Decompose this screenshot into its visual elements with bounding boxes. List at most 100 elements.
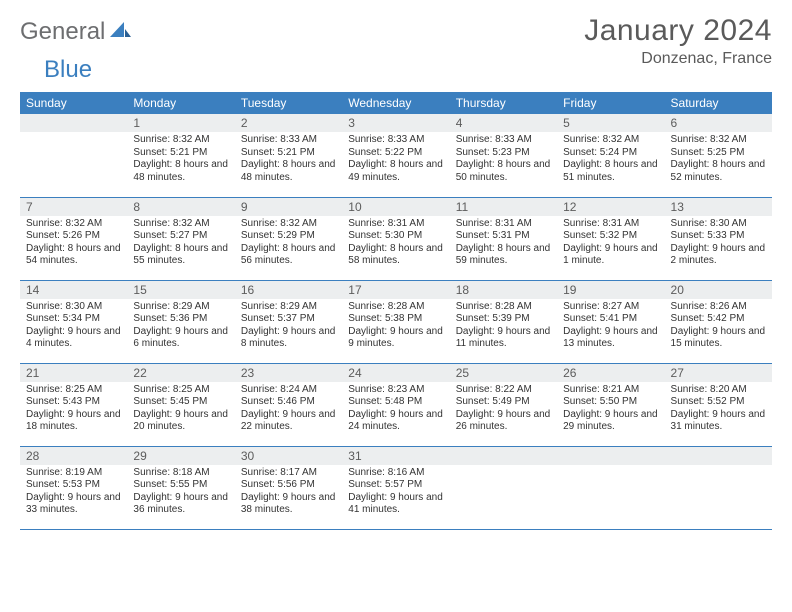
month-title: January 2024 xyxy=(584,14,772,48)
weekday-header: Sunday xyxy=(20,92,127,114)
calendar-day-cell: 5Sunrise: 8:32 AMSunset: 5:24 PMDaylight… xyxy=(557,114,664,197)
calendar-week-row: 14Sunrise: 8:30 AMSunset: 5:34 PMDayligh… xyxy=(20,280,772,363)
day-details: Sunrise: 8:26 AMSunset: 5:42 PMDaylight:… xyxy=(665,299,772,355)
day-details: Sunrise: 8:29 AMSunset: 5:37 PMDaylight:… xyxy=(235,299,342,355)
calendar-day-cell: 1Sunrise: 8:32 AMSunset: 5:21 PMDaylight… xyxy=(127,114,234,197)
day-number: 10 xyxy=(342,198,449,216)
logo-word-general: General xyxy=(20,18,105,46)
calendar-day-cell: 30Sunrise: 8:17 AMSunset: 5:56 PMDayligh… xyxy=(235,446,342,529)
day-details: Sunrise: 8:19 AMSunset: 5:53 PMDaylight:… xyxy=(20,465,127,521)
day-number: 13 xyxy=(665,198,772,216)
calendar-week-row: 28Sunrise: 8:19 AMSunset: 5:53 PMDayligh… xyxy=(20,446,772,529)
calendar-body: 1Sunrise: 8:32 AMSunset: 5:21 PMDaylight… xyxy=(20,114,772,529)
day-details: Sunrise: 8:17 AMSunset: 5:56 PMDaylight:… xyxy=(235,465,342,521)
day-number xyxy=(450,447,557,465)
calendar-day-cell: 24Sunrise: 8:23 AMSunset: 5:48 PMDayligh… xyxy=(342,363,449,446)
logo-sail-icon xyxy=(110,20,132,43)
calendar-day-cell: 14Sunrise: 8:30 AMSunset: 5:34 PMDayligh… xyxy=(20,280,127,363)
day-details: Sunrise: 8:27 AMSunset: 5:41 PMDaylight:… xyxy=(557,299,664,355)
calendar-week-row: 7Sunrise: 8:32 AMSunset: 5:26 PMDaylight… xyxy=(20,197,772,280)
day-number: 8 xyxy=(127,198,234,216)
calendar-head: SundayMondayTuesdayWednesdayThursdayFrid… xyxy=(20,92,772,114)
calendar-day-cell xyxy=(665,446,772,529)
day-details: Sunrise: 8:33 AMSunset: 5:22 PMDaylight:… xyxy=(342,132,449,188)
weekday-header: Thursday xyxy=(450,92,557,114)
logo-word-blue: Blue xyxy=(44,56,92,83)
calendar-week-row: 21Sunrise: 8:25 AMSunset: 5:43 PMDayligh… xyxy=(20,363,772,446)
calendar-day-cell: 18Sunrise: 8:28 AMSunset: 5:39 PMDayligh… xyxy=(450,280,557,363)
weekday-header: Saturday xyxy=(665,92,772,114)
calendar-day-cell: 27Sunrise: 8:20 AMSunset: 5:52 PMDayligh… xyxy=(665,363,772,446)
day-number: 9 xyxy=(235,198,342,216)
day-details: Sunrise: 8:29 AMSunset: 5:36 PMDaylight:… xyxy=(127,299,234,355)
day-number: 4 xyxy=(450,114,557,132)
calendar-day-cell: 10Sunrise: 8:31 AMSunset: 5:30 PMDayligh… xyxy=(342,197,449,280)
weekday-row: SundayMondayTuesdayWednesdayThursdayFrid… xyxy=(20,92,772,114)
day-number: 26 xyxy=(557,364,664,382)
day-details: Sunrise: 8:33 AMSunset: 5:23 PMDaylight:… xyxy=(450,132,557,188)
title-block: January 2024 Donzenac, France xyxy=(584,14,772,68)
day-details: Sunrise: 8:18 AMSunset: 5:55 PMDaylight:… xyxy=(127,465,234,521)
calendar-day-cell: 26Sunrise: 8:21 AMSunset: 5:50 PMDayligh… xyxy=(557,363,664,446)
day-number xyxy=(20,114,127,132)
day-number: 22 xyxy=(127,364,234,382)
calendar-day-cell: 6Sunrise: 8:32 AMSunset: 5:25 PMDaylight… xyxy=(665,114,772,197)
day-details: Sunrise: 8:20 AMSunset: 5:52 PMDaylight:… xyxy=(665,382,772,438)
day-number: 17 xyxy=(342,281,449,299)
day-details: Sunrise: 8:32 AMSunset: 5:29 PMDaylight:… xyxy=(235,216,342,272)
calendar-day-cell: 25Sunrise: 8:22 AMSunset: 5:49 PMDayligh… xyxy=(450,363,557,446)
weekday-header: Wednesday xyxy=(342,92,449,114)
day-number: 19 xyxy=(557,281,664,299)
day-details: Sunrise: 8:28 AMSunset: 5:39 PMDaylight:… xyxy=(450,299,557,355)
calendar-day-cell: 15Sunrise: 8:29 AMSunset: 5:36 PMDayligh… xyxy=(127,280,234,363)
calendar-day-cell: 20Sunrise: 8:26 AMSunset: 5:42 PMDayligh… xyxy=(665,280,772,363)
day-number: 16 xyxy=(235,281,342,299)
calendar-day-cell: 22Sunrise: 8:25 AMSunset: 5:45 PMDayligh… xyxy=(127,363,234,446)
day-details: Sunrise: 8:30 AMSunset: 5:33 PMDaylight:… xyxy=(665,216,772,272)
calendar-day-cell: 12Sunrise: 8:31 AMSunset: 5:32 PMDayligh… xyxy=(557,197,664,280)
day-number: 6 xyxy=(665,114,772,132)
day-number: 3 xyxy=(342,114,449,132)
logo: General xyxy=(20,14,134,46)
day-details: Sunrise: 8:31 AMSunset: 5:32 PMDaylight:… xyxy=(557,216,664,272)
day-details: Sunrise: 8:22 AMSunset: 5:49 PMDaylight:… xyxy=(450,382,557,438)
day-number: 14 xyxy=(20,281,127,299)
day-details: Sunrise: 8:32 AMSunset: 5:21 PMDaylight:… xyxy=(127,132,234,188)
calendar-day-cell: 31Sunrise: 8:16 AMSunset: 5:57 PMDayligh… xyxy=(342,446,449,529)
calendar-day-cell xyxy=(450,446,557,529)
day-details: Sunrise: 8:25 AMSunset: 5:45 PMDaylight:… xyxy=(127,382,234,438)
day-details: Sunrise: 8:30 AMSunset: 5:34 PMDaylight:… xyxy=(20,299,127,355)
day-number: 11 xyxy=(450,198,557,216)
calendar-day-cell: 11Sunrise: 8:31 AMSunset: 5:31 PMDayligh… xyxy=(450,197,557,280)
weekday-header: Tuesday xyxy=(235,92,342,114)
calendar-week-row: 1Sunrise: 8:32 AMSunset: 5:21 PMDaylight… xyxy=(20,114,772,197)
day-details: Sunrise: 8:25 AMSunset: 5:43 PMDaylight:… xyxy=(20,382,127,438)
day-details: Sunrise: 8:28 AMSunset: 5:38 PMDaylight:… xyxy=(342,299,449,355)
day-number: 31 xyxy=(342,447,449,465)
calendar-day-cell: 13Sunrise: 8:30 AMSunset: 5:33 PMDayligh… xyxy=(665,197,772,280)
weekday-header: Friday xyxy=(557,92,664,114)
calendar-day-cell: 4Sunrise: 8:33 AMSunset: 5:23 PMDaylight… xyxy=(450,114,557,197)
day-details: Sunrise: 8:24 AMSunset: 5:46 PMDaylight:… xyxy=(235,382,342,438)
calendar-day-cell xyxy=(20,114,127,197)
day-number: 24 xyxy=(342,364,449,382)
page: General January 2024 Donzenac, France Bl… xyxy=(0,0,792,530)
calendar-day-cell: 16Sunrise: 8:29 AMSunset: 5:37 PMDayligh… xyxy=(235,280,342,363)
calendar-day-cell: 7Sunrise: 8:32 AMSunset: 5:26 PMDaylight… xyxy=(20,197,127,280)
day-details: Sunrise: 8:32 AMSunset: 5:25 PMDaylight:… xyxy=(665,132,772,188)
day-details: Sunrise: 8:32 AMSunset: 5:26 PMDaylight:… xyxy=(20,216,127,272)
calendar-day-cell: 2Sunrise: 8:33 AMSunset: 5:21 PMDaylight… xyxy=(235,114,342,197)
calendar-table: SundayMondayTuesdayWednesdayThursdayFrid… xyxy=(20,92,772,530)
day-details: Sunrise: 8:31 AMSunset: 5:30 PMDaylight:… xyxy=(342,216,449,272)
calendar-day-cell: 19Sunrise: 8:27 AMSunset: 5:41 PMDayligh… xyxy=(557,280,664,363)
day-number: 1 xyxy=(127,114,234,132)
day-number: 30 xyxy=(235,447,342,465)
location-label: Donzenac, France xyxy=(584,50,772,68)
day-details: Sunrise: 8:33 AMSunset: 5:21 PMDaylight:… xyxy=(235,132,342,188)
calendar-day-cell: 3Sunrise: 8:33 AMSunset: 5:22 PMDaylight… xyxy=(342,114,449,197)
day-details: Sunrise: 8:32 AMSunset: 5:24 PMDaylight:… xyxy=(557,132,664,188)
day-number: 2 xyxy=(235,114,342,132)
day-number: 23 xyxy=(235,364,342,382)
calendar-day-cell: 29Sunrise: 8:18 AMSunset: 5:55 PMDayligh… xyxy=(127,446,234,529)
day-details: Sunrise: 8:31 AMSunset: 5:31 PMDaylight:… xyxy=(450,216,557,272)
